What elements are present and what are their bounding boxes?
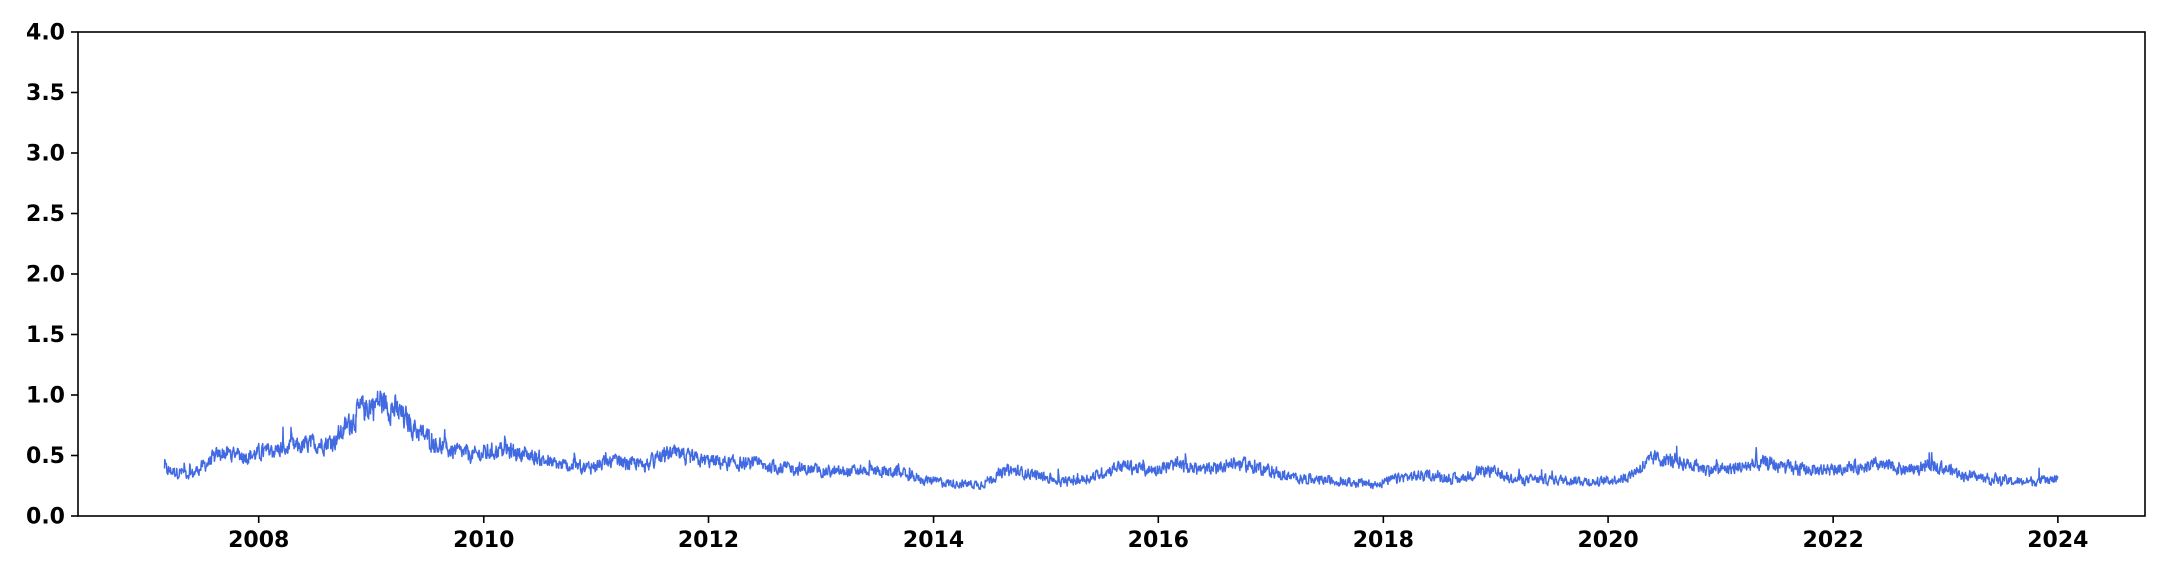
y-tick-label: 2.5 xyxy=(26,202,65,227)
x-tick-label: 2022 xyxy=(1803,528,1864,553)
x-axis: 2008 2010 2012 2014 2016 2018 2020 2022 2024 xyxy=(228,516,2088,553)
y-tick-label: 2.0 xyxy=(26,263,65,288)
x-tick-label: 2010 xyxy=(453,528,514,553)
y-tick-label: 3.5 xyxy=(26,81,65,106)
y-axis: 0.0 0.5 1.0 1.5 2.0 2.5 3.0 3.5 4.0 xyxy=(26,21,78,530)
y-tick-label: 0.0 xyxy=(26,505,65,530)
x-tick-label: 2020 xyxy=(1577,528,1638,553)
x-tick-label: 2018 xyxy=(1353,528,1414,553)
x-tick-label: 2016 xyxy=(1128,528,1189,553)
x-tick-label: 2024 xyxy=(2027,528,2088,553)
x-tick-label: 2014 xyxy=(903,528,964,553)
y-tick-label: 0.5 xyxy=(26,444,65,469)
y-tick-label: 3.0 xyxy=(26,142,65,167)
series-layer xyxy=(163,390,2059,490)
y-tick-label: 4.0 xyxy=(26,21,65,46)
y-tick-label: 1.5 xyxy=(26,323,65,348)
y-tick-label: 1.0 xyxy=(26,384,65,409)
x-tick-label: 2008 xyxy=(228,528,289,553)
x-tick-label: 2012 xyxy=(678,528,739,553)
series-line xyxy=(163,390,2059,490)
